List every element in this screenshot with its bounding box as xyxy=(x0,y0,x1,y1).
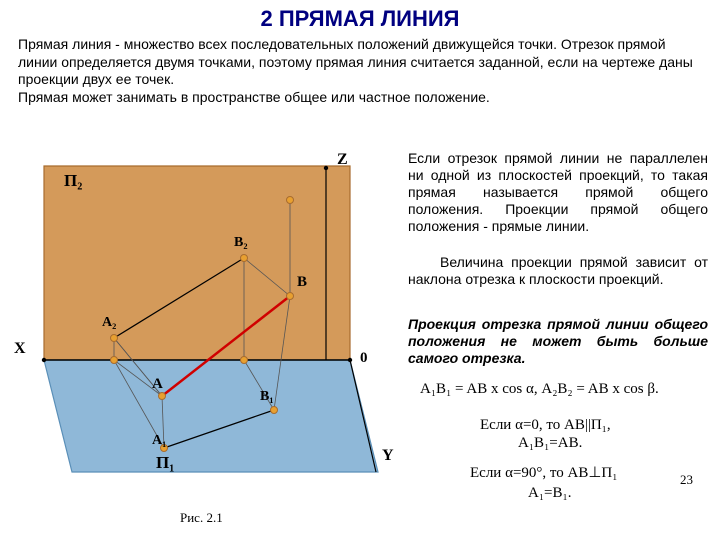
diagram-svg: 0 Z X Y П₂ П₁ B₂ B A₂ A B₁ A₁ xyxy=(4,150,399,490)
svg-text:П₂: П₂ xyxy=(64,171,82,190)
svg-text:X: X xyxy=(14,340,26,357)
formula-3b: A₁=B₁. xyxy=(528,484,572,502)
svg-text:B: B xyxy=(297,274,307,290)
svg-text:A: A xyxy=(152,376,163,392)
svg-text:Y: Y xyxy=(382,447,394,464)
page-number: 23 xyxy=(680,472,693,488)
paragraph-2: Величина проекции прямой зависит от накл… xyxy=(408,254,708,288)
intro-paragraph: Прямая линия - множество всех последоват… xyxy=(0,32,720,112)
svg-text:0: 0 xyxy=(360,350,368,366)
svg-text:П₁: П₁ xyxy=(156,453,174,472)
formula-1: A₁B₁ = AB x cos α, A₂B₂ = AB x cos β. xyxy=(420,380,659,398)
svg-text:B₁: B₁ xyxy=(260,389,274,404)
paragraph-3: Проекция отрезка прямой линии общего пол… xyxy=(408,316,708,367)
svg-text:B₂: B₂ xyxy=(234,235,248,250)
formula-2b: A₁B₁=AB. xyxy=(518,434,582,452)
diagram: 0 Z X Y П₂ П₁ B₂ B A₂ A B₁ A₁ xyxy=(4,150,399,510)
svg-text:Z: Z xyxy=(337,151,348,168)
page-title: 2 ПРЯМАЯ ЛИНИЯ xyxy=(0,0,720,32)
formula-2a: Если α=0, то AB||П₁, xyxy=(480,416,611,434)
figure-caption: Рис. 2.1 xyxy=(180,510,223,526)
svg-text:A₂: A₂ xyxy=(102,315,116,330)
paragraph-1: Если отрезок прямой линии не параллелен … xyxy=(408,150,708,235)
formula-3a: Если α=90°, то AB⊥П₁ xyxy=(470,464,617,482)
svg-text:A₁: A₁ xyxy=(152,433,166,448)
